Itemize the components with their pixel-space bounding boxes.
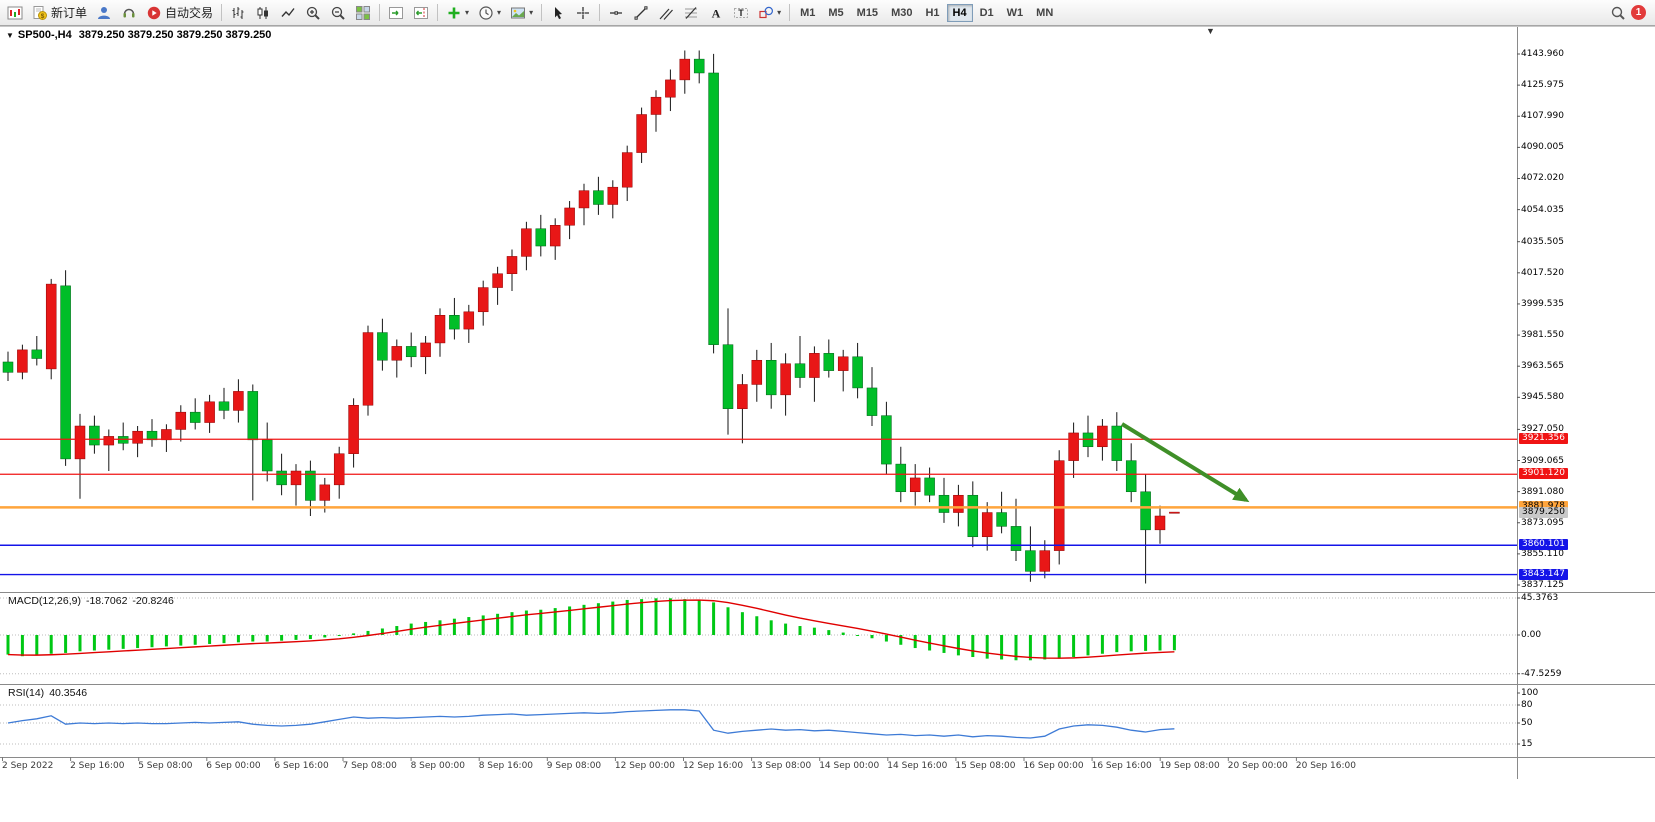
tf-h1[interactable]: H1 bbox=[919, 4, 945, 22]
toolbar-separator bbox=[221, 4, 223, 21]
dropdown-arrow-icon: ▾ bbox=[497, 7, 502, 17]
auto-trading-label: 自动交易 bbox=[165, 6, 214, 20]
svg-text:A: A bbox=[712, 6, 721, 20]
chart-symbol-label: SP500-,H4 bbox=[17, 29, 72, 41]
trendline-icon bbox=[634, 5, 648, 20]
rsi-label: RSI(14) 40.3546 bbox=[8, 687, 92, 699]
chart-ohlc-label: 3879.250 3879.250 3879.250 3879.250 bbox=[78, 29, 272, 41]
cursor-button[interactable] bbox=[546, 2, 570, 23]
new-order-button[interactable]: $ 新订单 bbox=[28, 2, 91, 23]
collapse-icon[interactable]: ▼ bbox=[6, 31, 14, 40]
profile-button[interactable] bbox=[92, 2, 116, 23]
new-order-icon: $ bbox=[33, 5, 47, 20]
new-order-label: 新订单 bbox=[51, 6, 88, 20]
toolbar-separator bbox=[541, 4, 543, 21]
tf-d1[interactable]: D1 bbox=[974, 4, 1000, 22]
svg-text:$: $ bbox=[41, 13, 45, 20]
text-icon: A bbox=[712, 6, 721, 20]
tf-m15[interactable]: M15 bbox=[851, 4, 884, 22]
tf-h4[interactable]: H4 bbox=[946, 3, 973, 22]
new-chart-icon bbox=[7, 6, 23, 19]
cursor-icon bbox=[555, 6, 563, 19]
hline-button[interactable] bbox=[604, 2, 628, 23]
crosshair-icon bbox=[577, 6, 590, 19]
crosshair-button[interactable] bbox=[571, 2, 595, 23]
clock-icon bbox=[479, 5, 493, 20]
svg-text:T: T bbox=[738, 8, 744, 18]
toolbar-separator bbox=[789, 4, 791, 21]
chart-shift-button[interactable] bbox=[409, 2, 433, 23]
tf-m30[interactable]: M30 bbox=[885, 4, 918, 22]
auto-scroll-icon bbox=[389, 6, 404, 19]
candles bbox=[2, 50, 1180, 584]
fibonacci-button[interactable] bbox=[679, 2, 703, 23]
search-button[interactable] bbox=[1606, 2, 1630, 23]
candlestick-icon bbox=[257, 6, 269, 19]
tf-m1[interactable]: M1 bbox=[794, 4, 821, 22]
notification-badge[interactable]: 1 bbox=[1631, 5, 1646, 20]
macd-label: MACD(12,26,9) -18.7062 -20.8246 bbox=[8, 595, 179, 607]
tile-windows-icon bbox=[356, 5, 371, 20]
new-chart-button[interactable] bbox=[3, 2, 27, 23]
toolbar-separator bbox=[437, 4, 439, 21]
channel-button[interactable] bbox=[654, 2, 678, 23]
rsi-name: RSI(14) bbox=[8, 687, 45, 699]
macd-value-signal: -20.8246 bbox=[132, 595, 174, 607]
periods-button[interactable]: ▾ bbox=[474, 2, 505, 23]
toolbar-separator bbox=[599, 4, 601, 21]
trend-arrow[interactable] bbox=[1120, 422, 1250, 503]
macd-histogram bbox=[6, 598, 1176, 661]
auto-scroll-button[interactable] bbox=[384, 2, 408, 23]
support-button[interactable] bbox=[117, 2, 141, 23]
tf-w1[interactable]: W1 bbox=[1001, 4, 1030, 22]
line-chart-icon bbox=[281, 7, 295, 17]
headset-icon bbox=[123, 8, 135, 17]
indicators-add-icon bbox=[448, 7, 460, 18]
dropdown-arrow-icon: ▾ bbox=[529, 7, 534, 17]
shapes-icon bbox=[759, 6, 774, 18]
label-button[interactable]: T bbox=[729, 2, 753, 23]
text-button[interactable]: A bbox=[704, 2, 728, 23]
tile-windows-button[interactable] bbox=[351, 2, 375, 23]
template-icon bbox=[511, 7, 526, 18]
trendline-button[interactable] bbox=[629, 2, 653, 23]
dropdown-arrow-icon: ▾ bbox=[777, 7, 782, 17]
search-icon bbox=[1611, 6, 1625, 20]
zoom-in-icon bbox=[306, 6, 320, 20]
toolbar: $ 新订单 自动交易 bbox=[0, 0, 1655, 26]
dropdown-arrow-icon: ▾ bbox=[465, 7, 470, 17]
macd-name: MACD(12,26,9) bbox=[8, 595, 81, 607]
profile-icon bbox=[98, 6, 111, 19]
zoom-out-icon bbox=[331, 6, 345, 20]
toolbar-separator bbox=[379, 4, 381, 21]
macd-value-main: -18.7062 bbox=[85, 595, 128, 607]
zoom-out-button[interactable] bbox=[326, 2, 350, 23]
tf-m5[interactable]: M5 bbox=[822, 4, 849, 22]
chart-shift-marker[interactable]: ▼ bbox=[1206, 26, 1215, 36]
rsi-value: 40.3546 bbox=[49, 687, 88, 699]
chart-title: ▼ SP500-,H4 3879.250 3879.250 3879.250 387… bbox=[6, 29, 271, 41]
macd-signal-line bbox=[7, 599, 1175, 659]
templates-button[interactable]: ▾ bbox=[506, 2, 537, 23]
label-icon: T bbox=[734, 7, 749, 18]
ohlc-bars-icon bbox=[232, 6, 244, 19]
auto-trading-button[interactable]: 自动交易 bbox=[142, 2, 217, 23]
zoom-in-button[interactable] bbox=[301, 2, 325, 23]
chart-shift-icon bbox=[414, 6, 429, 19]
line-chart-button[interactable] bbox=[276, 2, 300, 23]
bar-chart-button[interactable] bbox=[226, 2, 250, 23]
tf-mn[interactable]: MN bbox=[1030, 4, 1059, 22]
channel-icon bbox=[659, 8, 674, 20]
auto-trading-icon bbox=[147, 6, 161, 19]
rsi-line bbox=[7, 709, 1175, 739]
candlestick-chart-button[interactable] bbox=[251, 2, 275, 23]
fibonacci-icon bbox=[685, 6, 698, 19]
indicators-button[interactable]: ▾ bbox=[442, 2, 473, 23]
horizontal-line-icon bbox=[610, 10, 623, 15]
shapes-button[interactable]: ▾ bbox=[754, 2, 785, 23]
